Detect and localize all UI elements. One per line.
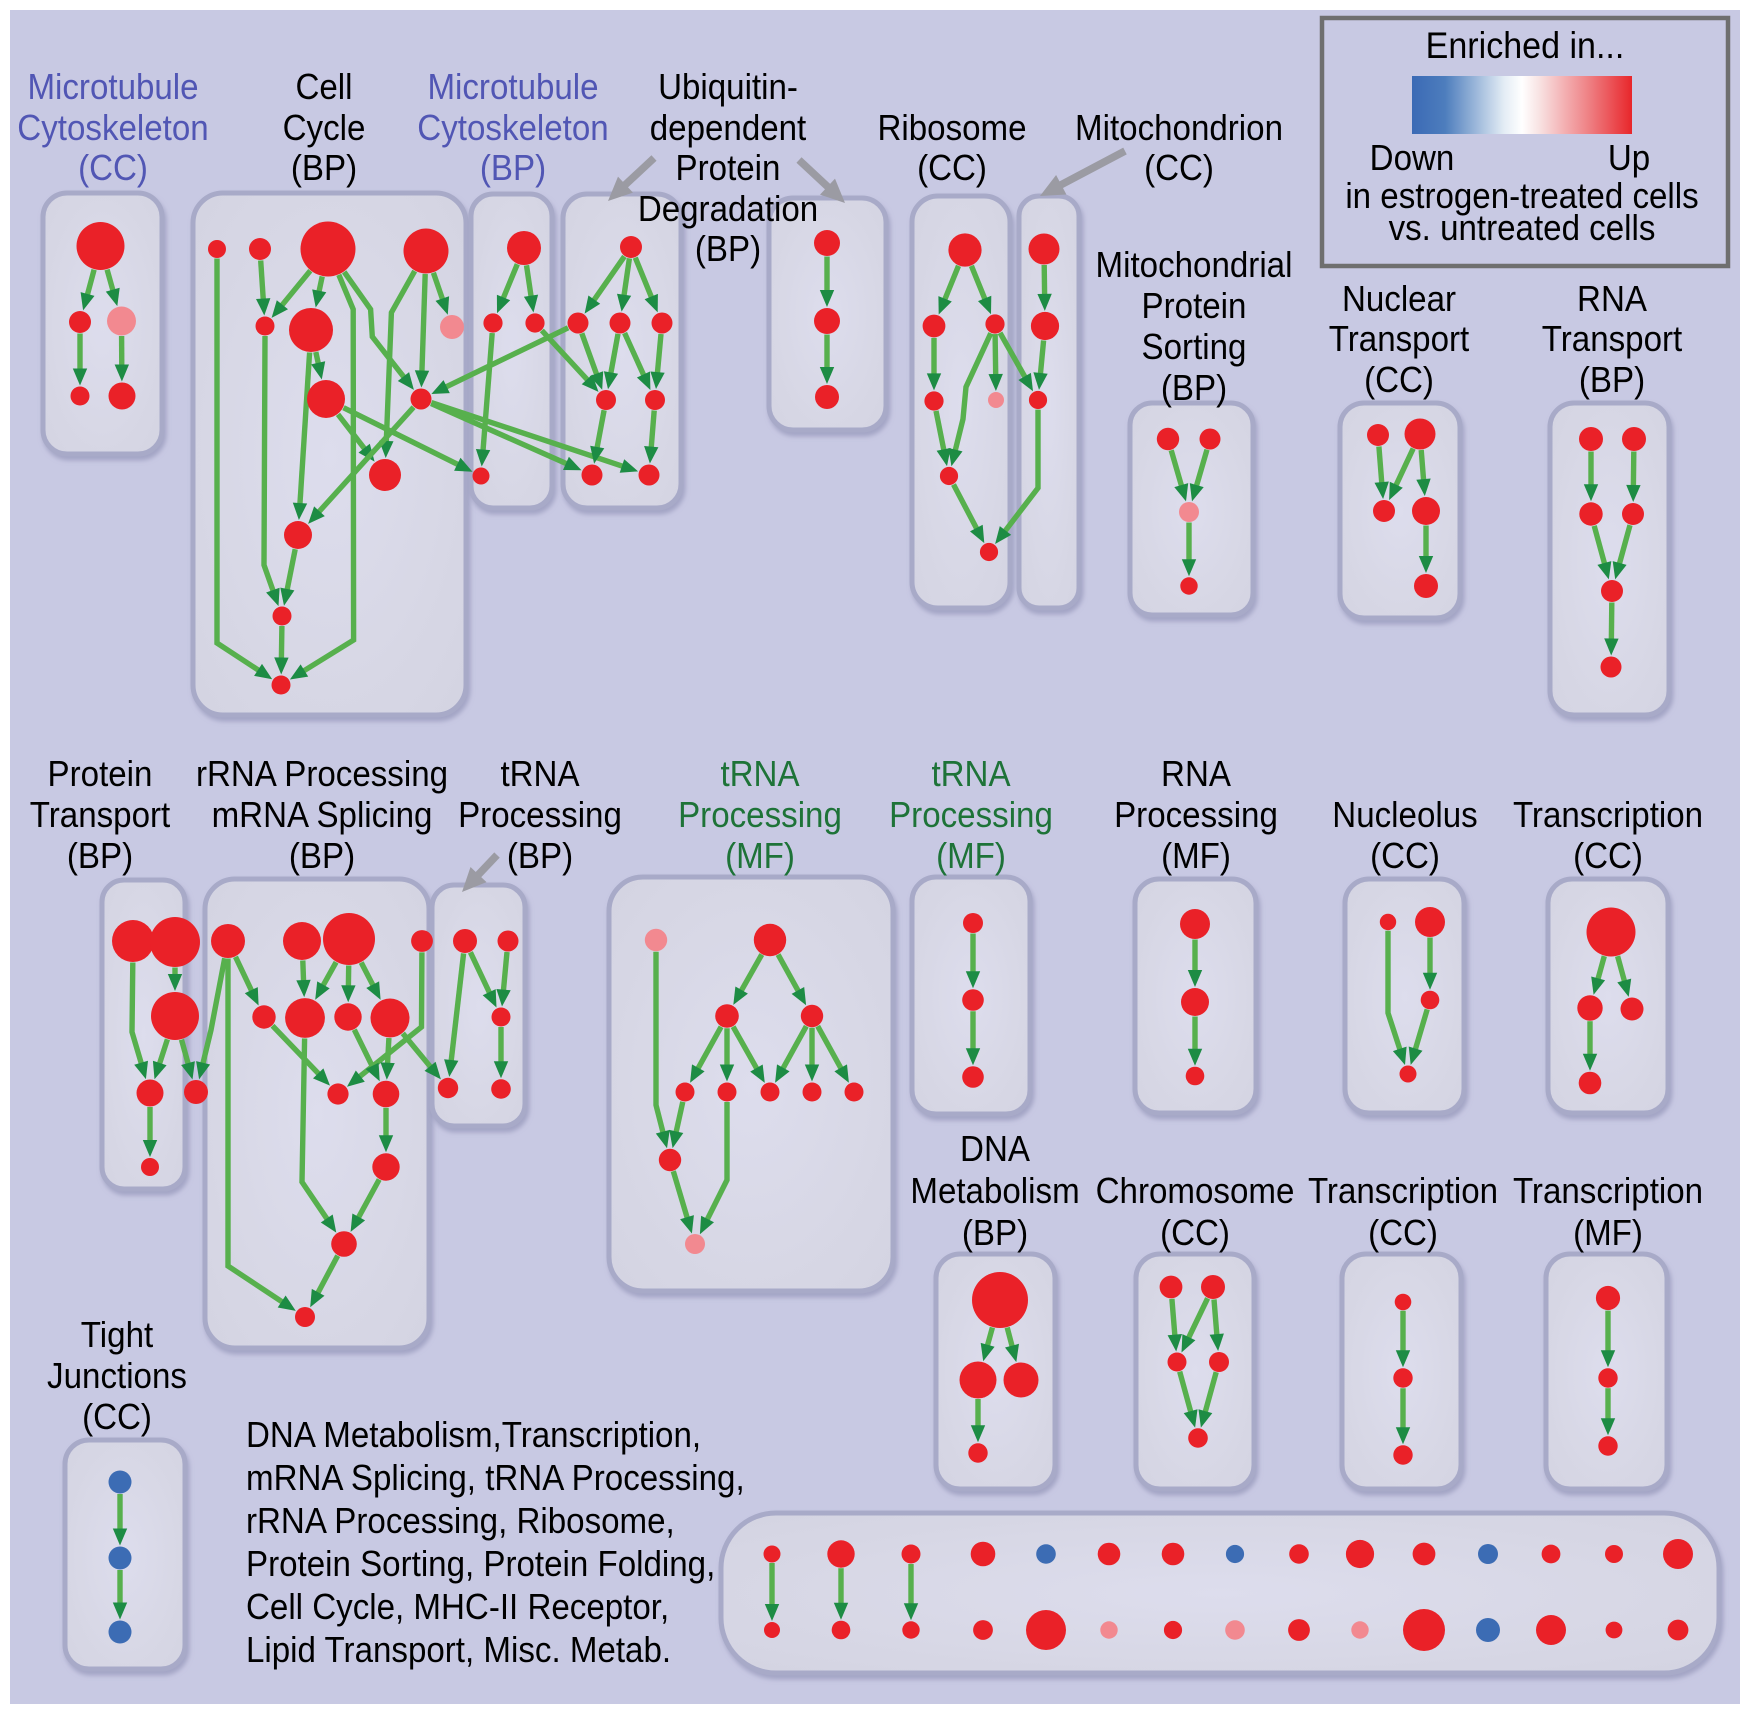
svg-text:dependent: dependent xyxy=(650,109,807,149)
svg-text:Protein: Protein xyxy=(676,149,781,189)
svg-text:Transport: Transport xyxy=(1542,320,1683,360)
svg-text:(BP): (BP) xyxy=(480,149,546,189)
svg-text:(MF): (MF) xyxy=(1573,1214,1643,1254)
svg-text:Ubiquitin-: Ubiquitin- xyxy=(658,68,798,108)
svg-text:Junctions: Junctions xyxy=(47,1357,187,1397)
svg-text:Up: Up xyxy=(1608,139,1650,179)
svg-text:Cytoskeleton: Cytoskeleton xyxy=(17,109,208,149)
svg-text:rRNA Processing, Ribosome,: rRNA Processing, Ribosome, xyxy=(246,1502,675,1542)
svg-text:Nuclear: Nuclear xyxy=(1342,280,1456,320)
svg-text:(BP): (BP) xyxy=(507,837,573,877)
svg-text:(CC): (CC) xyxy=(1144,149,1214,189)
svg-text:Cycle: Cycle xyxy=(283,109,366,149)
svg-text:Sorting: Sorting xyxy=(1142,328,1247,368)
svg-text:Microtubule: Microtubule xyxy=(427,68,598,108)
svg-text:tRNA: tRNA xyxy=(720,755,799,795)
svg-text:in estrogen-treated cells: in estrogen-treated cells xyxy=(1345,177,1698,217)
svg-text:(MF): (MF) xyxy=(1161,837,1231,877)
svg-text:(CC): (CC) xyxy=(82,1398,152,1438)
svg-text:mRNA Splicing, tRNA Processing: mRNA Splicing, tRNA Processing, xyxy=(246,1459,745,1499)
svg-text:(CC): (CC) xyxy=(1160,1214,1230,1254)
svg-text:DNA Metabolism,Transcription,: DNA Metabolism,Transcription, xyxy=(246,1416,701,1456)
svg-text:(CC): (CC) xyxy=(1370,837,1440,877)
svg-text:Cell: Cell xyxy=(295,68,352,108)
svg-text:Lipid Transport, Misc. Metab.: Lipid Transport, Misc. Metab. xyxy=(246,1631,671,1671)
svg-text:rRNA Processing: rRNA Processing xyxy=(196,755,448,795)
svg-text:Cell Cycle, MHC-II Receptor,: Cell Cycle, MHC-II Receptor, xyxy=(246,1588,669,1628)
svg-text:Mitochondrion: Mitochondrion xyxy=(1075,109,1283,149)
svg-text:Transcription: Transcription xyxy=(1308,1172,1498,1212)
svg-text:Mitochondrial: Mitochondrial xyxy=(1096,246,1293,286)
svg-text:(CC): (CC) xyxy=(1573,837,1643,877)
svg-text:RNA: RNA xyxy=(1577,280,1647,320)
svg-text:mRNA Splicing: mRNA Splicing xyxy=(212,796,433,836)
svg-text:(MF): (MF) xyxy=(936,837,1006,877)
svg-text:Enriched in...: Enriched in... xyxy=(1426,25,1625,67)
svg-text:Microtubule: Microtubule xyxy=(27,68,198,108)
svg-text:Transport: Transport xyxy=(1329,320,1470,360)
svg-text:(BP): (BP) xyxy=(67,837,133,877)
svg-text:Processing: Processing xyxy=(458,796,622,836)
svg-text:Transport: Transport xyxy=(30,796,171,836)
svg-text:RNA: RNA xyxy=(1161,755,1231,795)
svg-text:(BP): (BP) xyxy=(291,149,357,189)
svg-text:(BP): (BP) xyxy=(1161,369,1227,409)
svg-text:tRNA: tRNA xyxy=(931,755,1010,795)
svg-text:(CC): (CC) xyxy=(917,149,987,189)
svg-text:tRNA: tRNA xyxy=(500,755,579,795)
svg-text:(BP): (BP) xyxy=(289,837,355,877)
svg-text:(CC): (CC) xyxy=(1368,1214,1438,1254)
svg-text:Processing: Processing xyxy=(678,796,842,836)
svg-text:Transcription: Transcription xyxy=(1513,1172,1703,1212)
svg-text:Down: Down xyxy=(1370,139,1455,179)
svg-text:Protein: Protein xyxy=(1142,287,1247,327)
svg-text:(BP): (BP) xyxy=(695,230,761,270)
svg-text:Cytoskeleton: Cytoskeleton xyxy=(417,109,608,149)
svg-text:DNA: DNA xyxy=(960,1130,1030,1170)
svg-text:Transcription: Transcription xyxy=(1513,796,1703,836)
svg-text:(BP): (BP) xyxy=(962,1214,1028,1254)
svg-text:vs. untreated cells: vs. untreated cells xyxy=(1389,209,1656,249)
svg-text:(CC): (CC) xyxy=(1364,361,1434,401)
svg-text:Processing: Processing xyxy=(1114,796,1278,836)
svg-text:Tight: Tight xyxy=(81,1316,154,1356)
svg-text:Degradation: Degradation xyxy=(638,190,818,230)
svg-text:Metabolism: Metabolism xyxy=(910,1172,1079,1212)
svg-text:Processing: Processing xyxy=(889,796,1053,836)
svg-text:Chromosome: Chromosome xyxy=(1096,1172,1295,1212)
svg-text:Ribosome: Ribosome xyxy=(877,109,1026,149)
svg-text:(MF): (MF) xyxy=(725,837,795,877)
svg-text:Protein Sorting, Protein Foldi: Protein Sorting, Protein Folding, xyxy=(246,1545,715,1585)
svg-text:(CC): (CC) xyxy=(78,149,148,189)
svg-text:Protein: Protein xyxy=(48,755,153,795)
svg-text:Nucleolus: Nucleolus xyxy=(1332,796,1477,836)
svg-text:(BP): (BP) xyxy=(1579,361,1645,401)
